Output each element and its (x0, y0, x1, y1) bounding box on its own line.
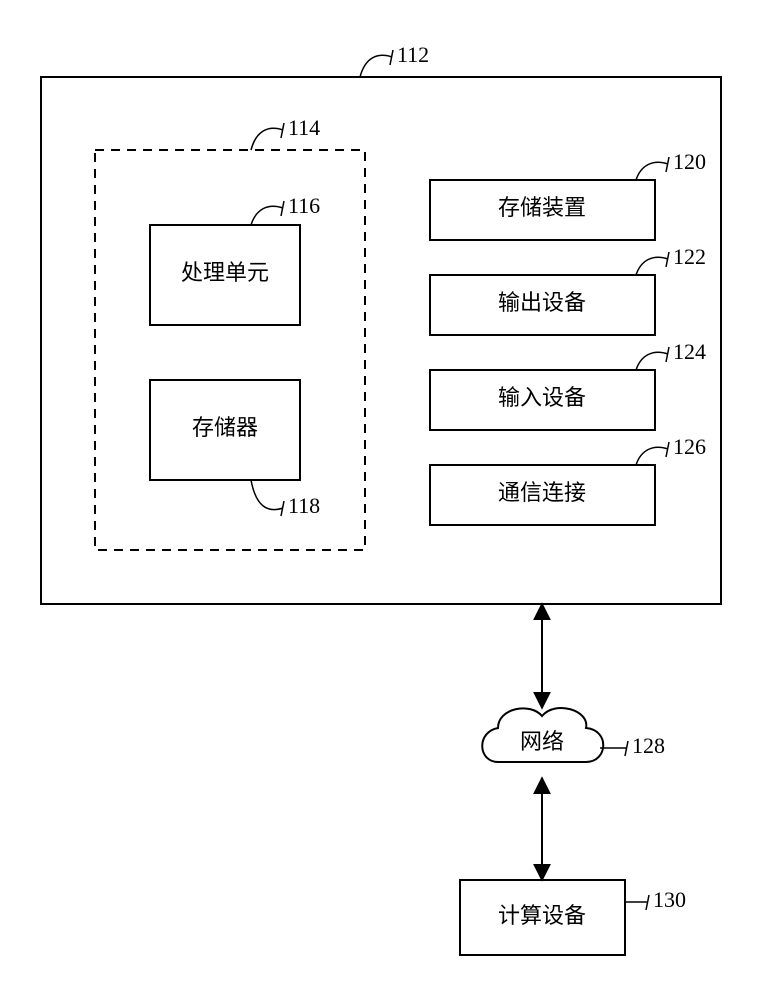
ref-114: 114 (251, 115, 320, 150)
storage-device-label: 存储装置 (498, 195, 586, 220)
ref-120-label: 120 (673, 149, 706, 174)
system-block-diagram: 处理单元 存储器 存储装置 输出设备 输入设备 通信连接 网络 计算设备 112… (0, 0, 761, 1000)
dashed-group-box (95, 150, 365, 550)
ref-128: 128 (600, 733, 665, 758)
input-device-label: 输入设备 (498, 385, 586, 410)
ref-128-label: 128 (632, 733, 665, 758)
ref-122: 122 (636, 244, 706, 275)
output-device-label: 输出设备 (498, 290, 586, 315)
ref-112-label: 112 (397, 42, 429, 67)
ref-130: 130 (625, 887, 686, 912)
ref-130-label: 130 (653, 887, 686, 912)
ref-120: 120 (636, 149, 706, 180)
processing-unit-label: 处理单元 (181, 260, 269, 285)
communication-label: 通信连接 (498, 480, 586, 505)
ref-126-label: 126 (673, 434, 706, 459)
network-label: 网络 (520, 729, 564, 754)
ref-126: 126 (636, 434, 706, 465)
compute-device-label: 计算设备 (498, 903, 586, 928)
ref-118-label: 118 (288, 493, 320, 518)
ref-124: 124 (636, 339, 706, 370)
ref-118: 118 (251, 480, 320, 518)
ref-122-label: 122 (673, 244, 706, 269)
ref-116: 116 (251, 193, 320, 225)
memory-label: 存储器 (192, 415, 258, 440)
ref-112: 112 (360, 42, 429, 77)
ref-124-label: 124 (673, 339, 706, 364)
ref-116-label: 116 (288, 193, 320, 218)
ref-114-label: 114 (288, 115, 320, 140)
